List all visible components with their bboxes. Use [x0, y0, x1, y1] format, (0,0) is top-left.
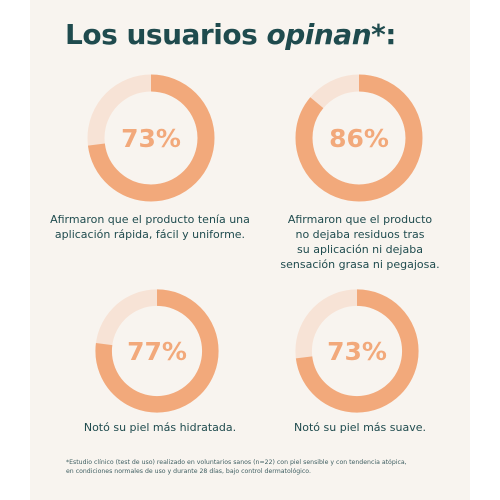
- donut-chart-1: 73%: [85, 72, 217, 204]
- donut-fill: [87, 74, 215, 202]
- title-suffix: *:: [371, 18, 396, 51]
- donut-svg-3: [95, 289, 219, 413]
- stat-caption-2: Afirmaron que el producto no dejaba resi…: [280, 213, 440, 271]
- donut-svg-1: [87, 74, 215, 202]
- stat-caption-1: Afirmaron que el producto tenía una apli…: [50, 213, 250, 241]
- donut-chart-4: 73%: [293, 287, 421, 415]
- stat-percentage-3: 77%: [127, 336, 187, 366]
- stat-percentage-2: 86%: [329, 123, 389, 153]
- donut-fill: [95, 289, 219, 413]
- footnote: *Estudio clínico (test de uso) realizado…: [66, 459, 407, 475]
- infographic-canvas: Los usuarios opinan*: 73% Afirmaron que …: [30, 0, 470, 500]
- page-title: Los usuarios opinan*:: [65, 18, 445, 51]
- donut-fill: [295, 74, 423, 202]
- stat-caption-3: Notó su piel más hidratada.: [83, 421, 237, 434]
- stat-caption-4: Notó su piel más suave.: [294, 421, 426, 434]
- donut-chart-2: 86%: [293, 72, 425, 204]
- donut-chart-3: 77%: [93, 287, 221, 415]
- donut-fill: [295, 289, 419, 413]
- donut-svg-4: [295, 289, 419, 413]
- title-text: Los usuarios: [65, 18, 267, 51]
- title-emphasis: opinan: [266, 18, 372, 51]
- stat-percentage-1: 73%: [121, 123, 181, 153]
- donut-svg-2: [295, 74, 423, 202]
- stat-percentage-4: 73%: [327, 336, 387, 366]
